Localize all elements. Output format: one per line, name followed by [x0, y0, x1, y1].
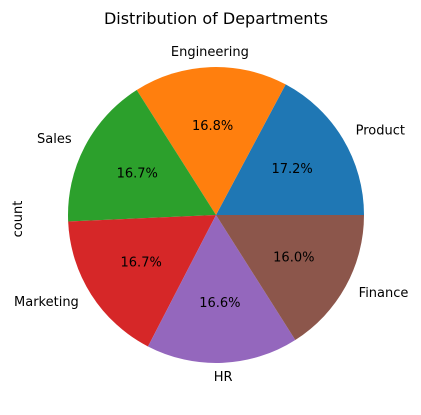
category-label-finance: Finance: [359, 286, 409, 301]
pie-slices: [68, 66, 364, 364]
category-label-sales: Sales: [37, 132, 72, 147]
y-axis-label: count: [11, 201, 26, 238]
category-label-engineering: Engineering: [171, 45, 249, 60]
category-label-product: Product: [356, 124, 405, 139]
category-label-marketing: Marketing: [14, 295, 79, 310]
pct-label-engineering: 16.8%: [192, 119, 233, 134]
chart-title: Distribution of Departments: [104, 9, 328, 28]
pie-percentage-labels: 17.2% 16.8% 16.7% 16.7% 16.6% 16.0%: [117, 119, 315, 311]
pie-slice-product: [216, 84, 364, 215]
pie-slice-finance: [216, 215, 364, 340]
pct-label-product: 17.2%: [271, 162, 312, 177]
pct-label-sales: 16.7%: [117, 166, 158, 181]
category-label-hr: HR: [214, 370, 233, 385]
pie-category-labels: Product Engineering Sales Marketing HR Financ…: [14, 45, 408, 385]
pie-slice-marketing: [68, 215, 216, 347]
pct-label-marketing: 16.7%: [121, 255, 162, 270]
pie-slice-engineering: [136, 66, 286, 215]
pct-label-hr: 16.6%: [199, 296, 240, 311]
pct-label-finance: 16.0%: [273, 250, 314, 265]
pie-slice-sales: [68, 90, 216, 222]
pie-slice-hr: [147, 215, 296, 364]
